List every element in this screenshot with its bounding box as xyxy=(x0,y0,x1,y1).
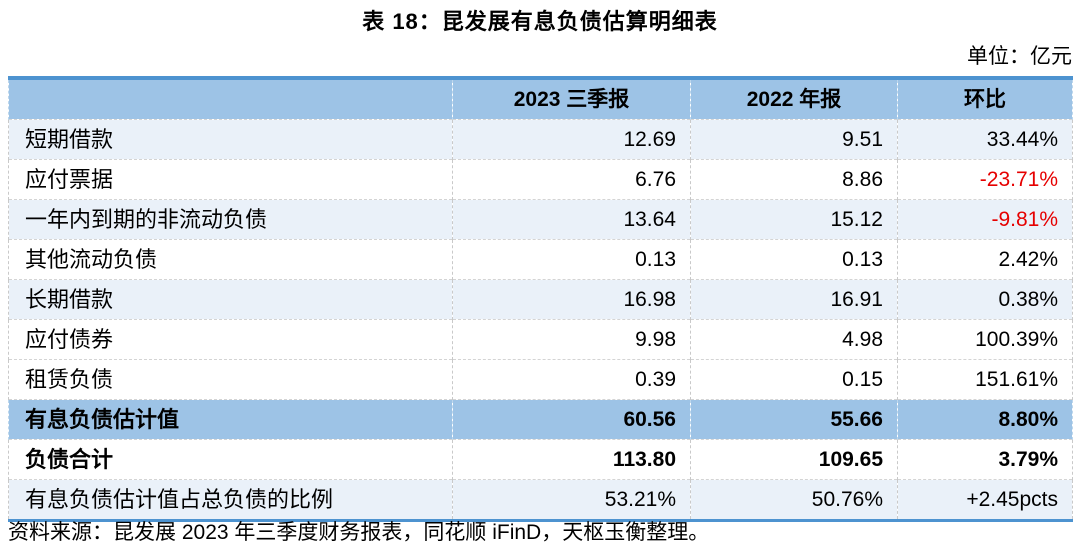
value-2023q3: 12.69 xyxy=(452,119,691,160)
value-qoq: 151.61% xyxy=(897,359,1073,400)
value-qoq: 3.79% xyxy=(897,439,1073,480)
value-2023q3: 13.64 xyxy=(452,199,691,240)
value-2022: 15.12 xyxy=(690,199,898,240)
row-label: 其他流动负债 xyxy=(8,239,453,280)
table-row: 应付票据 6.76 8.86 -23.71% xyxy=(8,159,1073,200)
value-qoq: +2.45pcts xyxy=(897,479,1073,521)
table-row: 租赁负债 0.39 0.15 151.61% xyxy=(8,359,1073,400)
table-row: 短期借款 12.69 9.51 33.44% xyxy=(8,119,1073,160)
value-2022: 4.98 xyxy=(690,319,898,360)
row-label: 短期借款 xyxy=(8,119,453,160)
value-2022: 109.65 xyxy=(690,439,898,480)
row-label: 应付债券 xyxy=(8,319,453,360)
value-2023q3: 60.56 xyxy=(452,399,691,440)
table-row: 一年内到期的非流动负债 13.64 15.12 -9.81% xyxy=(8,199,1073,240)
value-2023q3: 53.21% xyxy=(452,479,691,521)
table-body: 短期借款 12.69 9.51 33.44% 应付票据 6.76 8.86 -23.71% 一年… xyxy=(8,119,1073,521)
table-row: 长期借款 16.98 16.91 0.38% xyxy=(8,279,1073,320)
value-2023q3: 0.13 xyxy=(452,239,691,280)
value-2022: 0.13 xyxy=(690,239,898,280)
value-2022: 0.15 xyxy=(690,359,898,400)
unit-note: 单位：亿元 xyxy=(967,45,1072,68)
header-row: 2023 三季报 2022 年报 环比 xyxy=(8,78,1073,120)
table-header: 2023 三季报 2022 年报 环比 xyxy=(8,78,1073,120)
value-2023q3: 0.39 xyxy=(452,359,691,400)
column-header-1: 2023 三季报 xyxy=(452,78,691,120)
table-row: 有息负债估计值占总负债的比例 53.21% 50.76% +2.45pcts xyxy=(8,479,1073,521)
row-label: 有息负债估计值占总负债的比例 xyxy=(8,479,453,521)
value-2022: 16.91 xyxy=(690,279,898,320)
table-title: 表 18：昆发展有息负债估算明细表 xyxy=(362,9,718,34)
table-row: 应付债券 9.98 4.98 100.39% xyxy=(8,319,1073,360)
value-qoq: 33.44% xyxy=(897,119,1073,160)
row-label: 负债合计 xyxy=(8,439,453,480)
value-2022: 55.66 xyxy=(690,399,898,440)
value-2022: 50.76% xyxy=(690,479,898,521)
column-header-0 xyxy=(8,78,453,120)
row-label: 应付票据 xyxy=(8,159,453,200)
column-header-3: 环比 xyxy=(897,78,1073,120)
table-row: 其他流动负债 0.13 0.13 2.42% xyxy=(8,239,1073,280)
value-qoq: -23.71% xyxy=(897,159,1073,200)
value-2023q3: 6.76 xyxy=(452,159,691,200)
value-2022: 9.51 xyxy=(690,119,898,160)
row-label: 租赁负债 xyxy=(8,359,453,400)
debt-estimate-table: 2023 三季报 2022 年报 环比 短期借款 12.69 9.51 33.44% 应付票… xyxy=(8,76,1073,522)
value-qoq: 2.42% xyxy=(897,239,1073,280)
column-header-2: 2022 年报 xyxy=(690,78,898,120)
value-2022: 8.86 xyxy=(690,159,898,200)
value-qoq: 8.80% xyxy=(897,399,1073,440)
table-row: 有息负债估计值 60.56 55.66 8.80% xyxy=(8,399,1073,440)
value-2023q3: 113.80 xyxy=(452,439,691,480)
value-2023q3: 9.98 xyxy=(452,319,691,360)
value-qoq: -9.81% xyxy=(897,199,1073,240)
value-qoq: 100.39% xyxy=(897,319,1073,360)
row-label: 一年内到期的非流动负债 xyxy=(8,199,453,240)
source-note: 资料来源：昆发展 2023 年三季度财务报表，同花顺 iFinD，天枢玉衡整理。 xyxy=(8,521,710,544)
row-label: 有息负债估计值 xyxy=(8,399,453,440)
value-2023q3: 16.98 xyxy=(452,279,691,320)
table-row: 负债合计 113.80 109.65 3.79% xyxy=(8,439,1073,480)
value-qoq: 0.38% xyxy=(897,279,1073,320)
row-label: 长期借款 xyxy=(8,279,453,320)
